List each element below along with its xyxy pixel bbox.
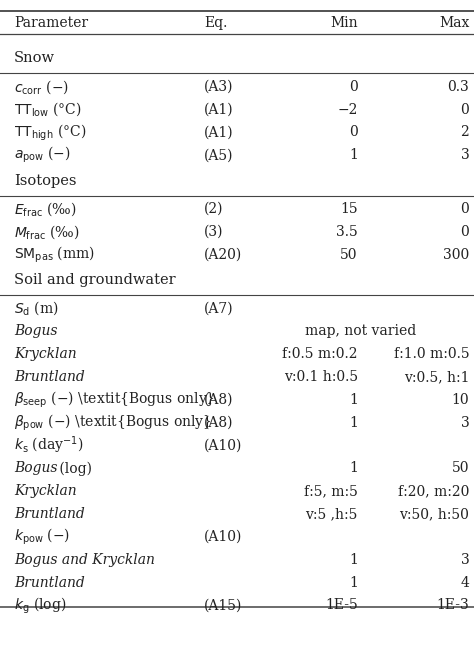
Text: 10: 10 xyxy=(452,393,469,407)
Text: (A5): (A5) xyxy=(204,149,233,162)
Text: Soil and groundwater: Soil and groundwater xyxy=(14,273,176,287)
Text: 300: 300 xyxy=(443,248,469,261)
Text: v:0.1 h:0.5: v:0.1 h:0.5 xyxy=(284,370,358,384)
Text: 4: 4 xyxy=(460,576,469,589)
Text: 50: 50 xyxy=(452,462,469,475)
Text: 0: 0 xyxy=(349,80,358,93)
Text: (3): (3) xyxy=(204,225,223,239)
Text: $c_{\mathrm{corr}}$ (−): $c_{\mathrm{corr}}$ (−) xyxy=(14,78,69,95)
Text: 0: 0 xyxy=(461,202,469,216)
Text: Bogus and Krycklan: Bogus and Krycklan xyxy=(14,553,155,566)
Text: Krycklan: Krycklan xyxy=(14,347,77,361)
Text: $k_{\mathrm{pow}}$ (−): $k_{\mathrm{pow}}$ (−) xyxy=(14,527,71,547)
Text: 0: 0 xyxy=(349,126,358,139)
Text: 0: 0 xyxy=(461,103,469,116)
Text: Eq.: Eq. xyxy=(204,16,227,30)
Text: f:1.0 m:0.5: f:1.0 m:0.5 xyxy=(393,347,469,361)
Text: 0: 0 xyxy=(461,225,469,239)
Text: $E_{\mathrm{frac}}$ (‰): $E_{\mathrm{frac}}$ (‰) xyxy=(14,200,77,218)
Text: 1: 1 xyxy=(349,393,358,407)
Text: (A8): (A8) xyxy=(204,393,233,407)
Text: Bruntland: Bruntland xyxy=(14,507,85,521)
Text: f:0.5 m:0.2: f:0.5 m:0.2 xyxy=(283,347,358,361)
Text: (A10): (A10) xyxy=(204,530,242,544)
Text: 1: 1 xyxy=(349,149,358,162)
Text: (A10): (A10) xyxy=(204,439,242,452)
Text: Bruntland: Bruntland xyxy=(14,576,85,589)
Text: −2: −2 xyxy=(337,103,358,116)
Text: Parameter: Parameter xyxy=(14,16,88,30)
Text: (log): (log) xyxy=(55,461,91,476)
Text: $\mathrm{TT}_{\mathrm{low}}$ (°C): $\mathrm{TT}_{\mathrm{low}}$ (°C) xyxy=(14,101,82,118)
Text: Krycklan: Krycklan xyxy=(14,485,77,498)
Text: $M_{\mathrm{frac}}$ (‰): $M_{\mathrm{frac}}$ (‰) xyxy=(14,223,80,241)
Text: 0.3: 0.3 xyxy=(447,80,469,93)
Text: $\beta_{\mathrm{pow}}$ (−) \textit{Bogus only}: $\beta_{\mathrm{pow}}$ (−) \textit{Bogus… xyxy=(14,413,212,433)
Text: $S_{\mathrm{d}}$ (m): $S_{\mathrm{d}}$ (m) xyxy=(14,300,59,317)
Text: f:20, m:20: f:20, m:20 xyxy=(398,485,469,498)
Text: v:50, h:50: v:50, h:50 xyxy=(400,507,469,521)
Text: Max: Max xyxy=(439,16,469,30)
Text: Bogus: Bogus xyxy=(14,325,58,338)
Text: $\mathrm{SM}_{\mathrm{pas}}$ (mm): $\mathrm{SM}_{\mathrm{pas}}$ (mm) xyxy=(14,245,95,265)
Text: 3.5: 3.5 xyxy=(336,225,358,239)
Text: $k_{\mathrm{s}}$ (day$^{-1}$): $k_{\mathrm{s}}$ (day$^{-1}$) xyxy=(14,435,83,456)
Text: (A8): (A8) xyxy=(204,416,233,429)
Text: 3: 3 xyxy=(461,553,469,566)
Text: Snow: Snow xyxy=(14,51,55,65)
Text: 50: 50 xyxy=(340,248,358,261)
Text: $k_{\mathrm{g}}$ (log): $k_{\mathrm{g}}$ (log) xyxy=(14,595,66,616)
Text: 1: 1 xyxy=(349,576,358,589)
Text: 15: 15 xyxy=(340,202,358,216)
Text: Bogus: Bogus xyxy=(14,462,58,475)
Text: (A7): (A7) xyxy=(204,302,233,315)
Text: v:0.5, h:1: v:0.5, h:1 xyxy=(404,370,469,384)
Text: f:5, m:5: f:5, m:5 xyxy=(304,485,358,498)
Text: Isotopes: Isotopes xyxy=(14,173,77,187)
Text: $\beta_{\mathrm{seep}}$ (−) \textit{Bogus only}: $\beta_{\mathrm{seep}}$ (−) \textit{Bogu… xyxy=(14,390,215,410)
Text: 2: 2 xyxy=(461,126,469,139)
Text: 1E-3: 1E-3 xyxy=(437,599,469,612)
Text: 3: 3 xyxy=(461,149,469,162)
Text: 1: 1 xyxy=(349,416,358,429)
Text: 1: 1 xyxy=(349,553,358,566)
Text: 1: 1 xyxy=(349,462,358,475)
Text: (2): (2) xyxy=(204,202,223,216)
Text: (A1): (A1) xyxy=(204,126,233,139)
Text: (A20): (A20) xyxy=(204,248,242,261)
Text: (A1): (A1) xyxy=(204,103,233,116)
Text: (A15): (A15) xyxy=(204,599,242,612)
Text: 1E-5: 1E-5 xyxy=(325,599,358,612)
Text: 3: 3 xyxy=(461,416,469,429)
Text: $a_{\mathrm{pow}}$ (−): $a_{\mathrm{pow}}$ (−) xyxy=(14,145,71,165)
Text: Min: Min xyxy=(330,16,358,30)
Text: $\mathrm{TT}_{\mathrm{high}}$ (°C): $\mathrm{TT}_{\mathrm{high}}$ (°C) xyxy=(14,122,87,142)
Text: Bruntland: Bruntland xyxy=(14,370,85,384)
Text: map, not varied: map, not varied xyxy=(305,325,416,338)
Text: (A3): (A3) xyxy=(204,80,233,93)
Text: v:5 ,h:5: v:5 ,h:5 xyxy=(306,507,358,521)
